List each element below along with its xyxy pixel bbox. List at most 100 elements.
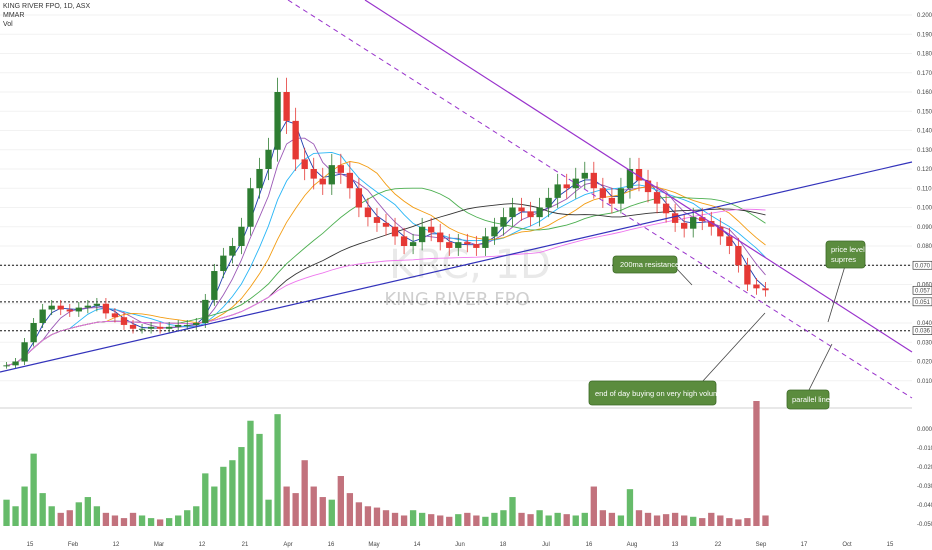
price-tick-label: 0.140 xyxy=(917,129,932,135)
candle-body xyxy=(518,207,525,212)
candle-body xyxy=(699,217,706,221)
candle-body xyxy=(464,242,471,245)
volume-bar xyxy=(590,486,597,526)
volume-bar xyxy=(662,514,670,526)
price-level-badge-label: 0.057 xyxy=(915,288,931,294)
price-level-badge xyxy=(912,260,932,270)
volume-bar xyxy=(373,507,381,526)
price-tick-label: 0.100 xyxy=(917,206,932,212)
callout-price-level[interactable] xyxy=(825,240,866,269)
volume-bar xyxy=(30,453,37,526)
candle-body xyxy=(717,226,724,237)
price-tick-label: 0.160 xyxy=(917,90,932,96)
candle-body xyxy=(690,217,697,229)
descending-resistance-line[interactable] xyxy=(364,0,913,353)
volume-bar xyxy=(572,515,579,526)
volume-bar xyxy=(563,514,570,526)
volume-bar xyxy=(500,510,507,526)
volume-bar xyxy=(635,510,643,526)
volume-bar xyxy=(310,486,317,526)
volume-bar xyxy=(482,516,489,526)
volume-bar xyxy=(283,486,290,526)
candle-body xyxy=(753,284,760,289)
candle-body xyxy=(21,342,28,362)
candle-body xyxy=(292,120,299,160)
watermark-name: KING RIVER FPO xyxy=(384,289,529,310)
volume-tick-label: -0.050 xyxy=(917,522,932,528)
volume-bar xyxy=(220,466,227,526)
volume-bar xyxy=(690,516,697,526)
candle-body xyxy=(572,178,579,189)
indicator-vol-label[interactable]: Vol xyxy=(3,21,13,28)
price-tick-label: 0.060 xyxy=(917,283,932,289)
candle-body xyxy=(66,309,73,312)
candle-body xyxy=(238,226,245,246)
volume-bar xyxy=(147,518,155,526)
volume-bar xyxy=(428,514,435,526)
candle-body xyxy=(409,242,417,246)
time-tick-label: Aug xyxy=(627,542,638,548)
volume-bar xyxy=(48,506,55,526)
candle-body xyxy=(247,188,254,227)
candle-body xyxy=(708,220,715,227)
callout-volume[interactable] xyxy=(588,380,717,406)
candle-body xyxy=(84,305,91,308)
volume-bar xyxy=(527,514,534,526)
candle-body xyxy=(527,211,534,218)
volume-bar xyxy=(671,512,679,526)
time-tick-label: 16 xyxy=(328,542,335,548)
price-tick-label: 0.010 xyxy=(917,379,932,385)
candle-body xyxy=(491,226,498,237)
candle-body xyxy=(328,165,335,185)
candle-body xyxy=(554,184,561,198)
candle-body xyxy=(12,361,19,366)
volume-bar xyxy=(346,493,354,526)
volume-bar xyxy=(536,510,543,526)
candle-body xyxy=(626,169,634,189)
price-tick-label: 0.120 xyxy=(917,167,932,173)
volume-bar xyxy=(66,510,73,526)
candle-body xyxy=(147,326,155,329)
callout-200ma[interactable] xyxy=(612,255,678,274)
candle-body xyxy=(175,324,182,327)
annotation-callouts: 200ma resistance end of day buying on ve… xyxy=(588,240,866,410)
candle-body xyxy=(681,222,688,229)
time-tick-label: 18 xyxy=(500,542,507,548)
price-tick-label: 0.200 xyxy=(917,13,932,19)
candle-body xyxy=(346,172,354,189)
candle-body xyxy=(138,328,146,330)
volume-bar xyxy=(265,499,272,526)
volume-tick-label: -0.040 xyxy=(917,503,932,509)
volume-bar xyxy=(21,486,28,526)
volume-bar xyxy=(138,515,146,526)
indicator-mmar-label[interactable]: MMAR xyxy=(3,12,25,19)
volume-tick-label: 0.000 xyxy=(917,427,932,433)
volume-bar xyxy=(653,515,661,526)
volume-bar xyxy=(93,506,101,526)
volume-bar xyxy=(111,515,119,526)
volume-bar xyxy=(382,510,390,526)
callout-parallel[interactable] xyxy=(786,389,830,410)
uptrend-line[interactable] xyxy=(0,161,913,373)
volume-bar xyxy=(120,518,128,526)
candle-body xyxy=(111,313,119,318)
callout-price-level-line2: suprres xyxy=(831,255,856,264)
candle-body xyxy=(265,149,272,169)
horizontal-levels xyxy=(0,264,912,332)
parallel-dashed-line[interactable] xyxy=(287,0,913,399)
candle-body xyxy=(400,236,408,246)
price-tick-label: 0.080 xyxy=(917,244,932,250)
volume-bar xyxy=(247,420,254,526)
volume-bar xyxy=(437,515,444,526)
price-level-badge-label: 0.036 xyxy=(915,329,931,335)
candle-body xyxy=(608,197,616,204)
volume-bar xyxy=(337,476,344,526)
candle-body xyxy=(256,169,263,189)
volume-tick-label: -0.010 xyxy=(917,446,932,452)
candle-body xyxy=(590,172,597,189)
volume-bar xyxy=(328,499,335,526)
time-tick-label: Oct xyxy=(842,542,852,548)
candle-body xyxy=(446,242,453,248)
volume-bar xyxy=(3,499,10,526)
